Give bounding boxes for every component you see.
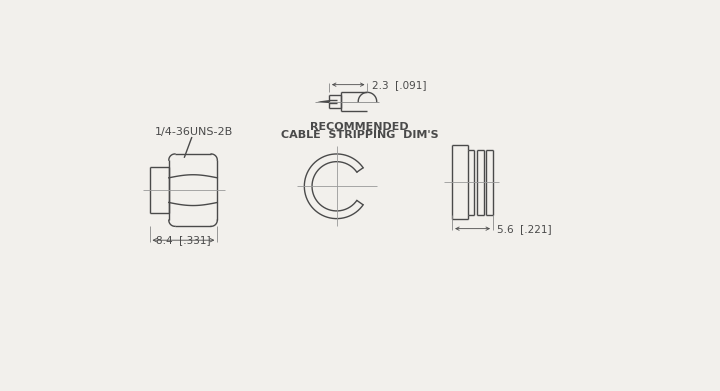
- Text: 5.6  [.221]: 5.6 [.221]: [497, 224, 552, 234]
- Text: 1/4-36UNS-2B: 1/4-36UNS-2B: [155, 127, 233, 137]
- Polygon shape: [318, 100, 329, 103]
- Text: 8.4  [.331]: 8.4 [.331]: [156, 235, 210, 245]
- Text: RECOMMENDED: RECOMMENDED: [310, 122, 409, 132]
- Text: 2.3  [.091]: 2.3 [.091]: [372, 80, 426, 90]
- Text: CABLE  STRIPPING  DIM'S: CABLE STRIPPING DIM'S: [281, 130, 438, 140]
